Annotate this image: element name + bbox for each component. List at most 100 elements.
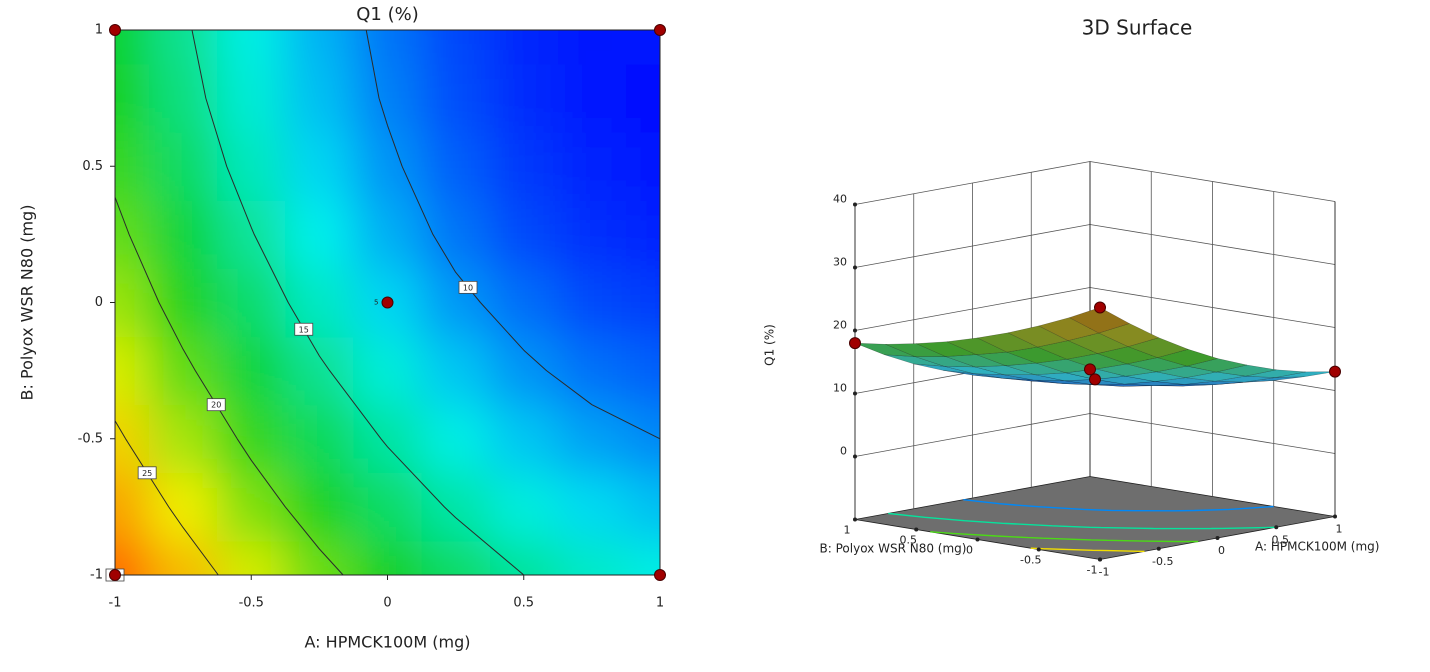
heat-cell <box>149 64 218 133</box>
z-tick-label: 0 <box>840 445 847 458</box>
design-point <box>381 296 394 309</box>
y-tick-label: -1 <box>90 568 103 583</box>
heat-cell <box>353 200 423 269</box>
heat-cell <box>285 30 354 65</box>
heat-cell <box>557 336 627 406</box>
design-point <box>1084 363 1096 376</box>
surface-patch <box>943 370 1004 379</box>
heat-cell <box>217 540 286 575</box>
heat-cell <box>285 472 354 542</box>
y-axis-label: B: Polyox WSR N80 (mg) <box>18 205 37 401</box>
heat-cell <box>489 336 559 406</box>
heat-cell <box>115 30 150 65</box>
surface-patch <box>976 332 1039 353</box>
design-point <box>1094 301 1106 314</box>
contour-label-box <box>137 466 157 480</box>
surface-patch <box>885 343 946 357</box>
heat-cell <box>625 200 660 269</box>
surface-patch <box>1184 380 1245 385</box>
heat-cell <box>285 200 354 269</box>
x-tick-label: -1 <box>1099 566 1110 579</box>
y-tick <box>1036 547 1041 552</box>
contour-label: 15 <box>299 325 309 334</box>
contour-label: 20 <box>211 401 221 410</box>
heat-cell <box>285 64 354 133</box>
y-tick-label: 0.5 <box>900 534 918 547</box>
heat-cell <box>217 404 286 474</box>
heat-cell <box>489 132 559 201</box>
heat-cell <box>421 200 491 269</box>
surface-patch <box>1127 337 1189 358</box>
y-tick-label: 1 <box>844 524 851 537</box>
heat-cell <box>149 200 218 269</box>
contour-label-box <box>206 398 226 412</box>
point-annotation: 5 <box>374 299 378 307</box>
wall-grid-line <box>854 224 1336 268</box>
heat-cell <box>353 404 423 474</box>
heat-cell <box>421 268 491 338</box>
heat-cell <box>353 132 423 201</box>
x-tick-label: 1 <box>1336 523 1343 536</box>
heat-cell <box>353 540 423 575</box>
heat-cell <box>285 540 354 575</box>
x-tick-label: -0.5 <box>1152 555 1173 568</box>
heat-cell <box>115 268 150 338</box>
heat-cell <box>115 132 150 201</box>
heat-cell <box>557 64 627 133</box>
heat-cell <box>557 132 627 201</box>
heat-cell <box>489 472 559 542</box>
heat-cell <box>115 472 150 542</box>
heat-cell <box>149 336 218 406</box>
surface-patch <box>916 341 977 357</box>
heat-cell <box>489 540 559 575</box>
x-tick <box>1274 525 1279 530</box>
heat-cell <box>115 404 150 474</box>
heat-cell <box>149 268 218 338</box>
surface-patch <box>1038 317 1100 341</box>
heat-cell <box>421 132 491 201</box>
design-point <box>109 569 121 581</box>
y-tick-label: -0.5 <box>78 431 103 446</box>
heat-cell <box>217 200 286 269</box>
heat-cell <box>557 200 627 269</box>
y-tick-label: -1 <box>1087 564 1098 577</box>
heat-cell <box>625 404 660 474</box>
x-tick-label: 0.5 <box>1272 533 1290 546</box>
heat-cell <box>217 30 286 65</box>
y-tick-label: 0 <box>966 544 973 557</box>
heat-cell <box>489 404 559 474</box>
heat-cell <box>421 472 491 542</box>
heat-cell <box>557 472 627 542</box>
design-point <box>1089 373 1101 386</box>
design-point <box>654 24 666 36</box>
z-tick-label: 30 <box>833 256 847 269</box>
heat-cell <box>421 540 491 575</box>
x-tick <box>1156 546 1161 551</box>
contour-line <box>114 420 219 576</box>
heat-cell <box>625 268 660 338</box>
heat-cell <box>285 404 354 474</box>
heat-cell <box>421 404 491 474</box>
heatmap <box>115 30 660 575</box>
surface-patch <box>1065 353 1127 370</box>
surface-patch <box>1094 375 1156 385</box>
heat-cell <box>421 30 491 65</box>
design-point <box>1329 365 1341 378</box>
wall-grid-line <box>854 413 1336 457</box>
heat-cell <box>489 268 559 338</box>
y-tick <box>853 517 857 522</box>
x-tick <box>1333 514 1337 519</box>
heat-cell <box>353 30 423 65</box>
heat-cell <box>557 268 627 338</box>
x-tick-label: -1 <box>109 596 122 611</box>
heat-cell <box>625 30 660 65</box>
y-tick-label: -0.5 <box>1020 554 1041 567</box>
chart-title: Q1 (%) <box>356 4 419 25</box>
heat-cell <box>625 336 660 406</box>
heat-cell <box>625 472 660 542</box>
y-tick-label: 0 <box>95 295 103 310</box>
y-tick-label: 1 <box>95 23 103 38</box>
x-axis-label: A: HPMCK100M (mg) <box>1255 540 1379 554</box>
contour-label-box <box>458 280 478 294</box>
chart-title: 3D Surface <box>1082 16 1193 40</box>
